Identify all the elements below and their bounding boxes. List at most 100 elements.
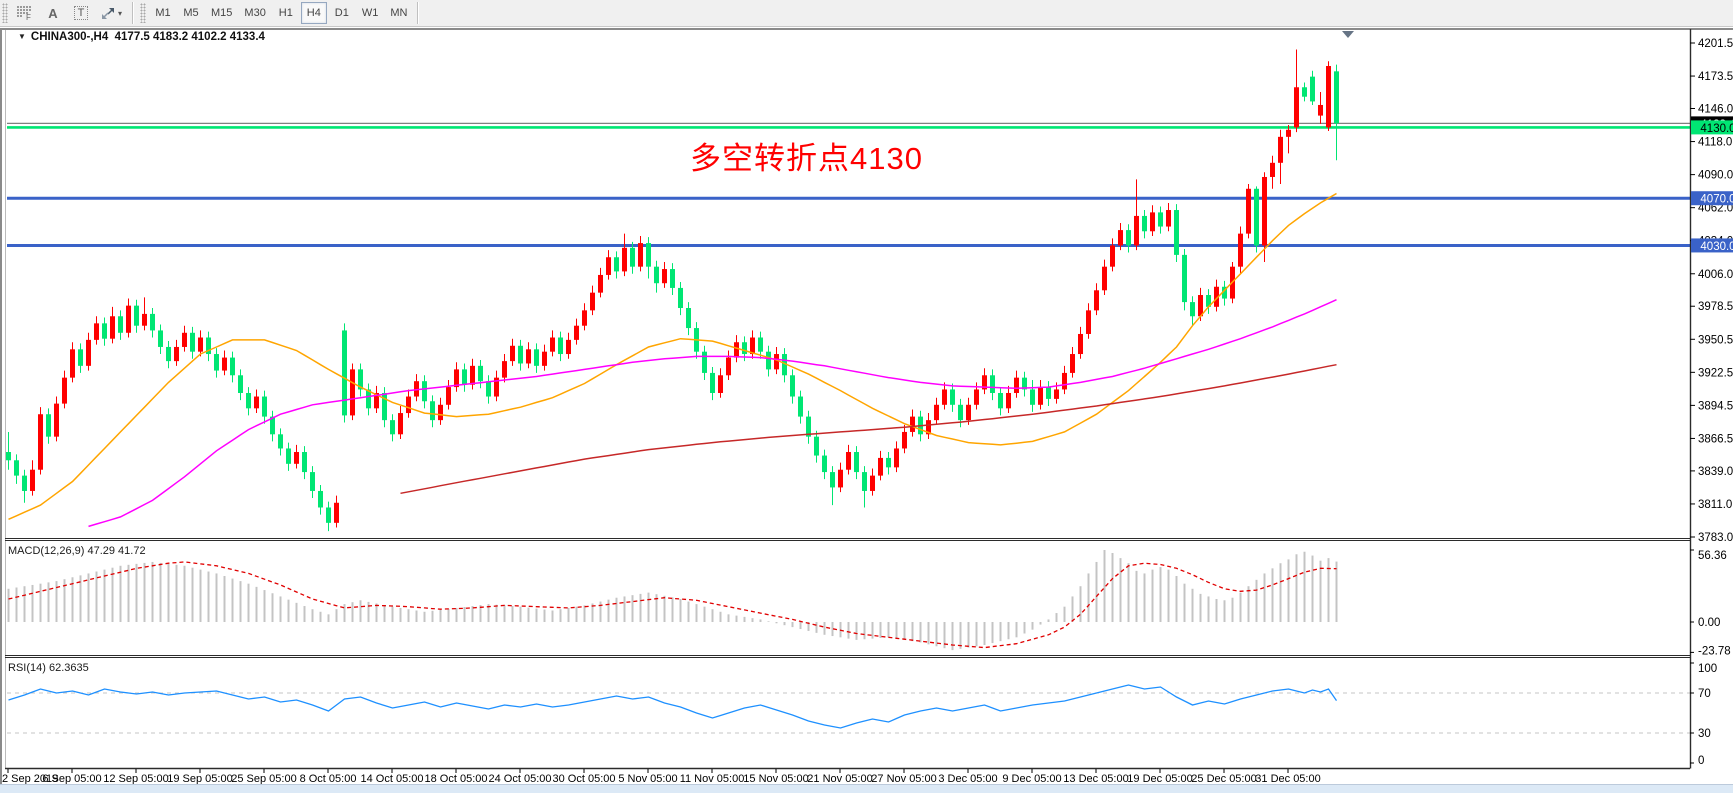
candle-body [46, 414, 51, 437]
timeframe-m30-button[interactable]: M30 [239, 2, 270, 24]
annotation-text[interactable]: 多空转折点4130 [690, 141, 923, 176]
candle-body [726, 357, 731, 376]
time-tick-label: 3 Dec 05:00 [938, 773, 997, 785]
candle-body [254, 396, 259, 409]
level-price-label [1691, 191, 1733, 206]
candle-body [150, 313, 155, 331]
candle-body [1118, 230, 1123, 246]
candle-body [350, 369, 355, 416]
toolbar-grip[interactable] [140, 3, 147, 23]
candle-body [1294, 87, 1299, 128]
price-tick-label: 3894.5 [1698, 400, 1733, 412]
candle-body [894, 448, 899, 468]
candle-body [22, 475, 27, 491]
time-tick-label: 21 Nov 05:00 [807, 773, 872, 785]
candle-body [654, 266, 659, 284]
timeframe-m1-button[interactable]: M1 [150, 2, 176, 24]
price-tick-label: 3950.5 [1698, 334, 1733, 346]
macd-scale-label: 0.00 [1698, 617, 1720, 629]
candle-body [6, 452, 11, 461]
toolbar-grip[interactable] [2, 3, 8, 23]
price-tick-label: 4201.5 [1698, 38, 1733, 50]
candle-body [374, 392, 379, 409]
grid-f-tool-button[interactable]: F [12, 2, 38, 24]
candle-body [1206, 295, 1211, 307]
candle-body [910, 416, 915, 432]
candle-body [582, 310, 587, 326]
candle-body [1054, 389, 1059, 399]
candle-body [518, 345, 523, 364]
candle-body [366, 389, 371, 409]
time-tick-label: 6 Sep 05:00 [42, 773, 101, 785]
objects-tool-button[interactable]: ▾ [96, 2, 127, 24]
candle-body [454, 369, 459, 388]
time-tick-label: 31 Dec 05:00 [1255, 773, 1320, 785]
rsi-scale-label: 100 [1698, 663, 1717, 675]
candle-body [222, 357, 227, 371]
candle-body [606, 257, 611, 275]
text-box-tool-button[interactable]: T [68, 2, 94, 24]
candle-body [1326, 66, 1331, 128]
candle-body [990, 375, 995, 393]
candle-body [262, 396, 267, 417]
candle-body [142, 313, 147, 326]
chart-window[interactable]: 4201.54173.54146.04118.04090.04062.04034… [0, 27, 1733, 793]
candle-body [966, 404, 971, 421]
candle-body [830, 472, 835, 488]
candle-body [982, 375, 987, 390]
time-tick-label: 5 Nov 05:00 [618, 773, 677, 785]
timeframe-h1-button[interactable]: H1 [273, 2, 299, 24]
candle-body [710, 372, 715, 393]
candle-body [182, 332, 187, 347]
candle-body [134, 305, 139, 326]
candle-body [846, 452, 851, 470]
timeframe-w1-button[interactable]: W1 [357, 2, 384, 24]
price-tick-label: 3783.0 [1698, 532, 1733, 544]
timeframe-m15-button[interactable]: M15 [206, 2, 237, 24]
text-label-tool-button[interactable]: A [40, 2, 66, 24]
candle-body [294, 452, 299, 464]
candle-body [198, 337, 203, 352]
level-price-label-text: 4070.0 [1700, 194, 1733, 206]
symbol-ohlc-line[interactable]: ▼ CHINA300-,H4 4177.5 4183.2 4102.2 4133.… [18, 31, 265, 43]
candle-body [478, 365, 483, 382]
chevron-down-icon[interactable]: ▼ [18, 32, 26, 41]
letter-a-icon: A [48, 5, 58, 21]
candle-body [782, 354, 787, 376]
price-tick-label: 4146.0 [1698, 104, 1733, 116]
candle-body [662, 269, 667, 284]
candle-body [94, 323, 99, 340]
chart-canvas[interactable]: 4201.54173.54146.04118.04090.04062.04034… [0, 27, 1733, 792]
candle-body [214, 354, 219, 371]
candle-body [758, 337, 763, 352]
symbol-name: CHINA300-,H4 [30, 31, 109, 43]
candle-body [1318, 104, 1323, 116]
ma-fast-line [8, 192, 1337, 520]
candle-body [310, 472, 315, 491]
time-tick-label: 13 Dec 05:00 [1063, 773, 1128, 785]
candle-body [1126, 230, 1131, 246]
timeframe-m5-button[interactable]: M5 [178, 2, 204, 24]
price-axis: 4201.54173.54146.04118.04090.04062.04034… [1690, 38, 1733, 767]
candle-body [398, 413, 403, 435]
candle-body [1102, 266, 1107, 291]
candle-body [230, 357, 235, 376]
candle-body [1214, 286, 1219, 307]
candle-body [382, 392, 387, 421]
candle-body [614, 257, 619, 272]
candle-body [742, 342, 747, 355]
candle-body [1078, 333, 1083, 355]
price-tick-label: 4173.5 [1698, 71, 1733, 83]
level-price-label [1691, 120, 1733, 135]
candle-body [278, 434, 283, 449]
timeframe-mn-button[interactable]: MN [385, 2, 412, 24]
timeframe-h4-button[interactable]: H4 [300, 2, 327, 24]
candle-body [566, 339, 571, 355]
candle-body [174, 346, 179, 362]
candle-body [30, 469, 35, 491]
candle-body [718, 375, 723, 393]
timeframe-d1-button[interactable]: D1 [329, 2, 355, 24]
candle-body [798, 396, 803, 417]
shift-marker-icon[interactable] [1342, 31, 1354, 38]
